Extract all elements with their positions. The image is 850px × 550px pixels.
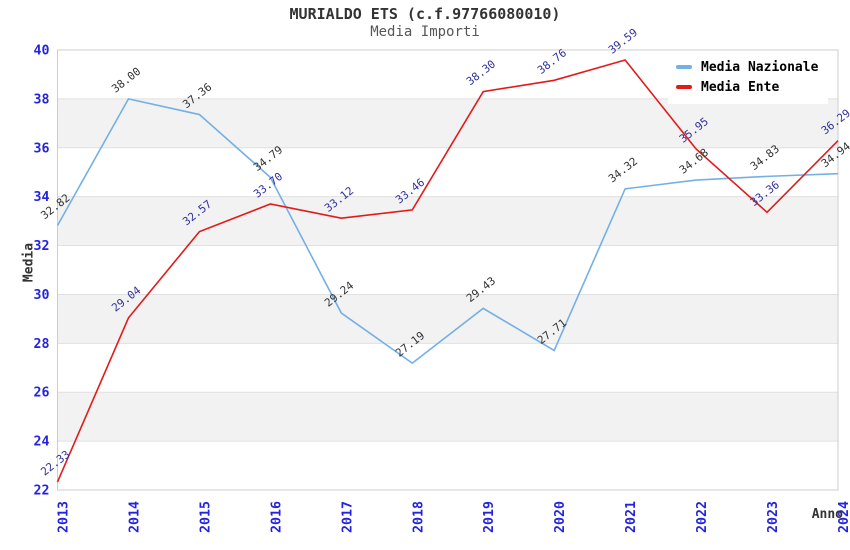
y-tick-label: 32 [33,239,49,254]
chart-subtitle: Media Importi [370,24,480,40]
y-tick-label: 28 [33,337,49,352]
series-line-media-nazionale [56,97,839,365]
legend-label: Media Ente [701,79,780,95]
y-tick-label: 30 [33,288,49,303]
legend-item-media-ente[interactable]: Media Ente [676,77,818,97]
y-tick-label: 24 [33,435,49,450]
y-axis-title: Media [21,242,37,283]
y-tick-label: 40 [33,44,49,59]
data-label: 39.59 [606,26,640,57]
legend-swatch-media-ente [676,85,692,89]
data-label: 38.76 [535,46,569,77]
y-tick-label: 34 [33,190,49,205]
legend-swatch-media-nazionale [676,65,692,69]
x-tick-label: 2014 [127,501,142,533]
x-tick-label: 2015 [198,501,213,533]
x-tick-label: 2017 [340,501,355,533]
data-label: 38.00 [109,65,143,96]
y-tick-label: 36 [33,141,49,156]
data-label: 34.32 [606,155,640,186]
plot-border [57,49,839,491]
x-tick-label: 2021 [624,501,639,533]
x-tick-label: 2024 [837,501,850,533]
x-tick-label: 2022 [695,501,710,533]
data-label: 38.30 [464,57,498,88]
x-tick-label: 2016 [269,501,284,533]
x-tick-label: 2023 [766,501,781,533]
legend: Media Nazionale Media Ente [668,52,829,104]
x-tick-label: 2019 [482,501,497,533]
x-tick-label: 2013 [57,501,72,533]
data-label: 22.33 [38,448,72,479]
y-band [57,98,838,148]
data-label: 34.68 [677,146,711,177]
chart-title: MURIALDO ETS (c.f.97766080010) [289,5,561,23]
x-tick-label: 2018 [411,501,426,533]
y-tick-label: 22 [33,484,49,499]
x-tick-label: 2020 [553,501,568,533]
y-tick-label: 26 [33,386,49,401]
legend-item-media-nazionale[interactable]: Media Nazionale [676,57,818,77]
legend-label: Media Nazionale [701,59,819,75]
y-band [57,392,838,442]
series-line-media-ente [56,59,839,483]
y-tick-label: 38 [33,92,49,107]
y-band [57,196,838,246]
x-axis-title: Anno [811,507,843,522]
